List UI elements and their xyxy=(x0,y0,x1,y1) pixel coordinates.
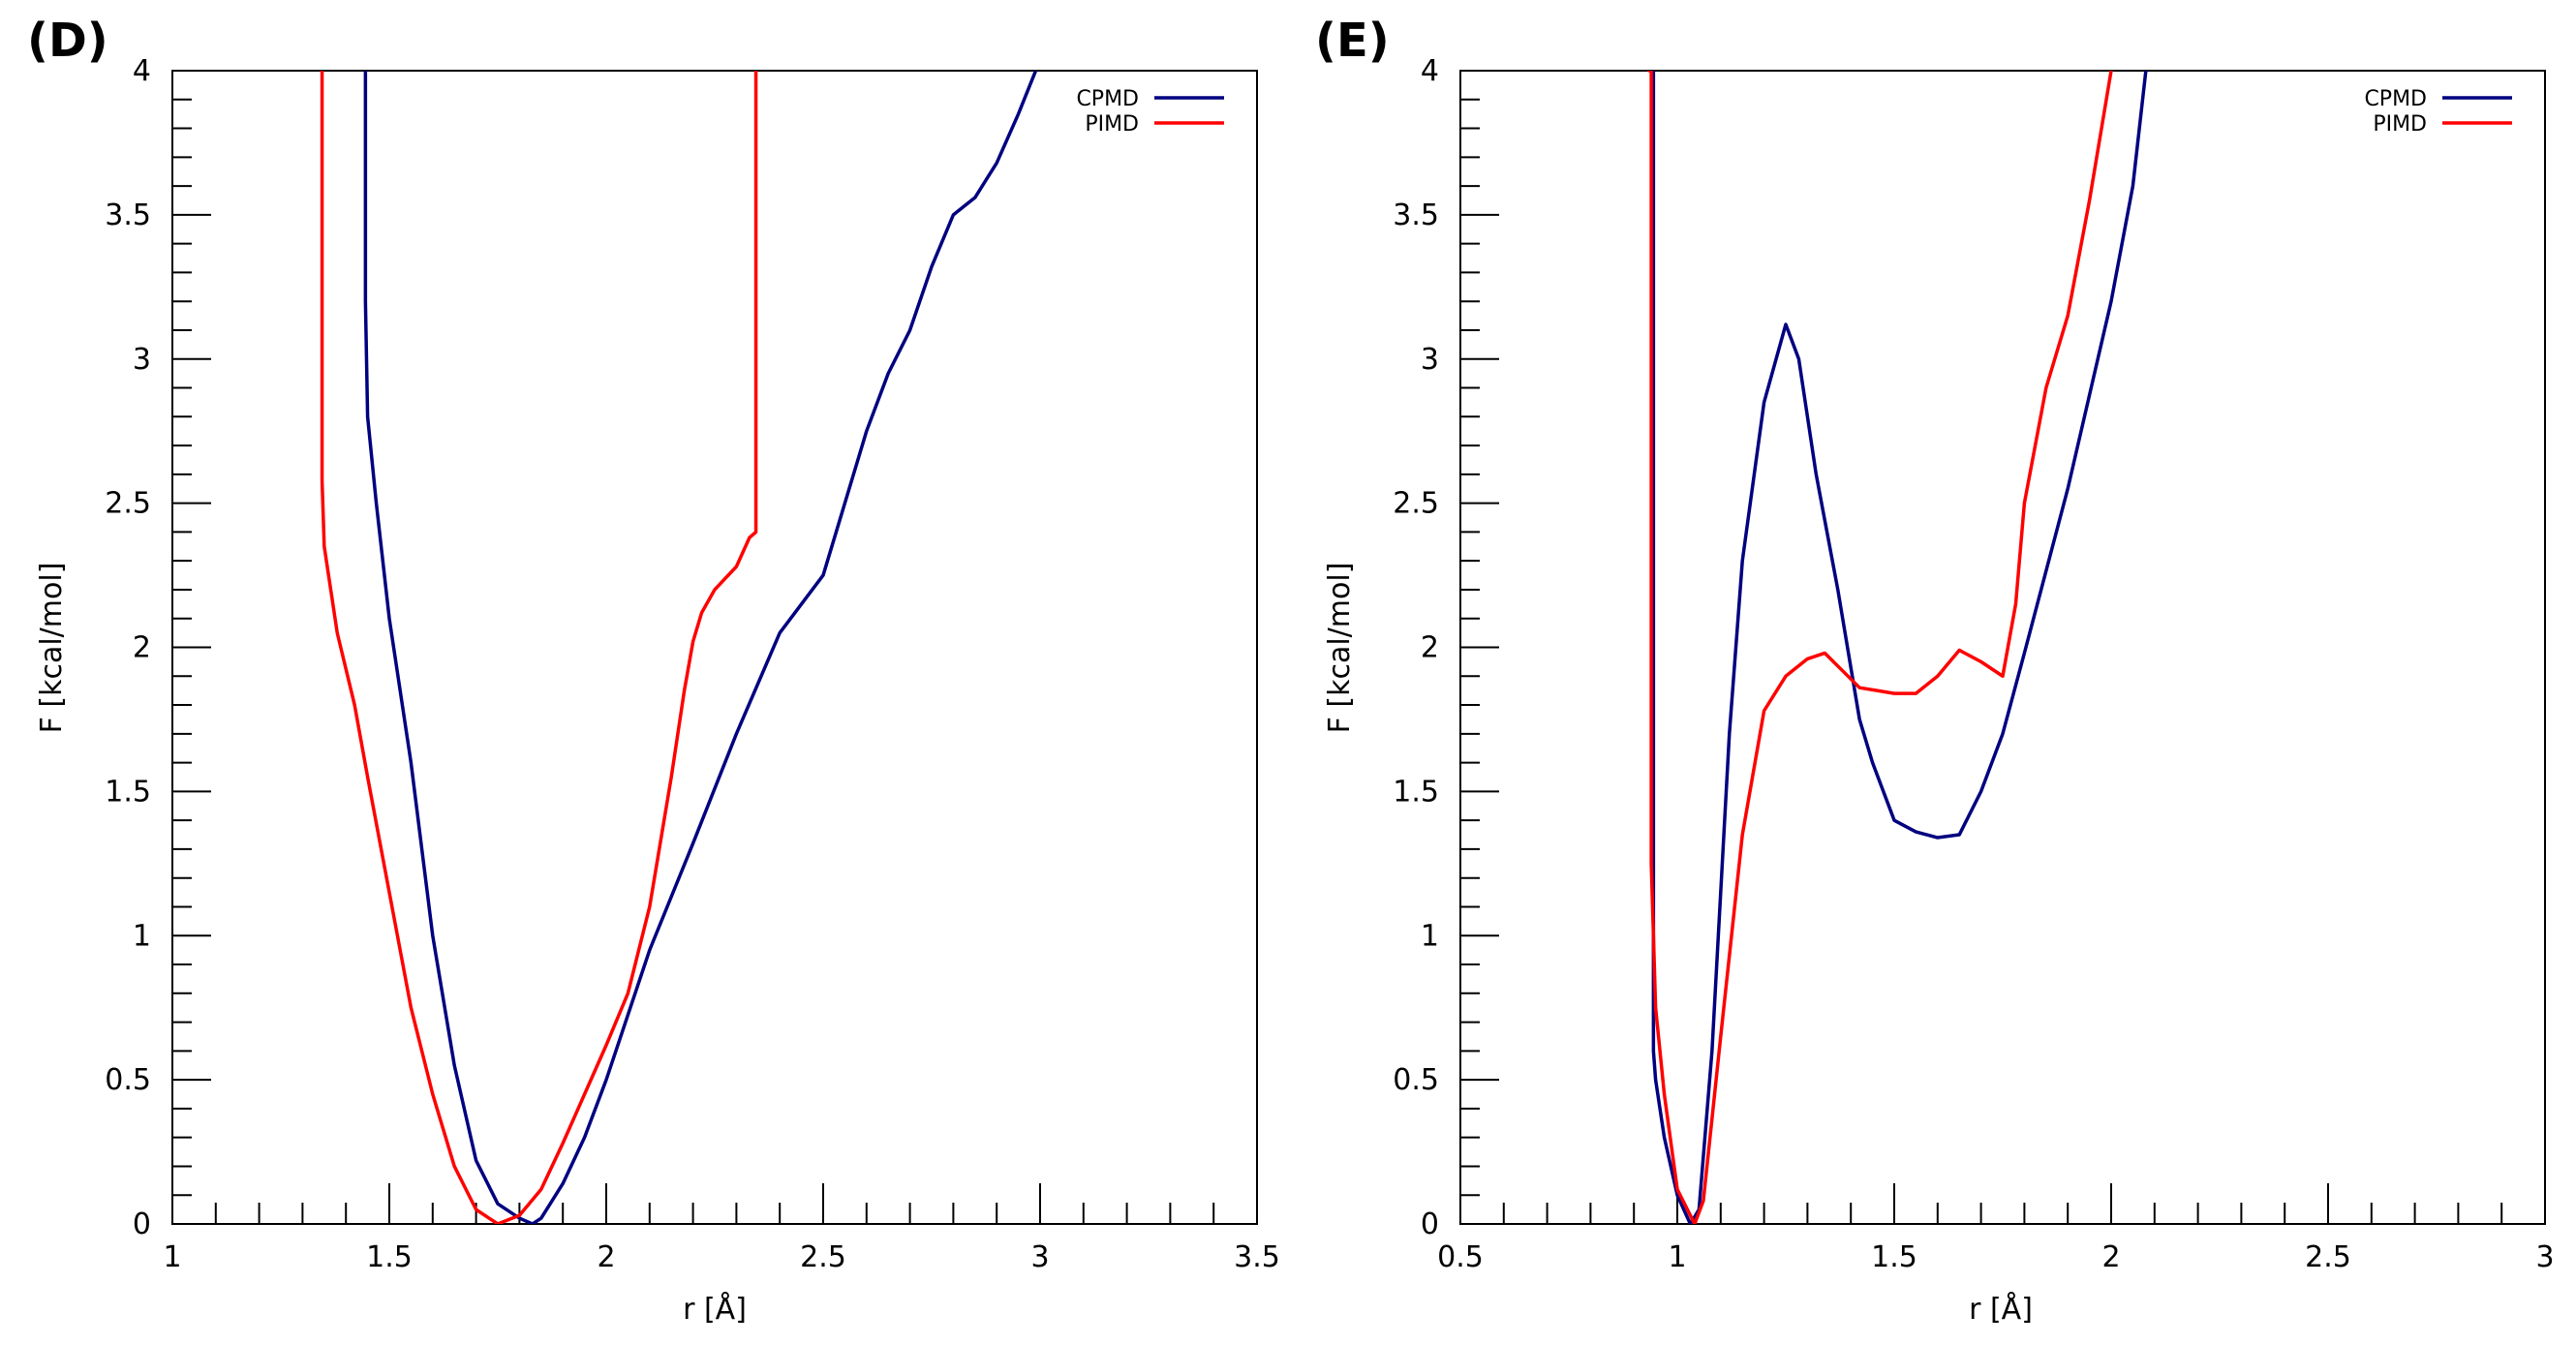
y-tick-label-e: 4 xyxy=(1421,54,1439,88)
x-tick-label-e: 3 xyxy=(2535,1240,2554,1274)
x-axis-title-e: r [Å] xyxy=(1969,1292,2033,1327)
y-tick-label-d: 2.5 xyxy=(105,487,151,521)
y-tick-label-e: 2.5 xyxy=(1393,487,1439,521)
y-tick-label-e: 1.5 xyxy=(1393,775,1439,809)
x-tick-label-e: 1 xyxy=(1668,1240,1686,1274)
plot-frame-e xyxy=(1459,70,2546,1225)
y-tick-label-d: 3.5 xyxy=(105,199,151,232)
panel-label-d: (D) xyxy=(27,14,108,68)
x-tick-label-e: 1.5 xyxy=(1871,1240,1917,1274)
x-tick-label-d: 1 xyxy=(163,1240,181,1274)
y-tick-label-e: 2 xyxy=(1421,631,1439,665)
legend-label-cpmd-d: CPMD xyxy=(1076,87,1139,111)
x-tick-label-d: 2.5 xyxy=(800,1240,846,1274)
y-axis-title-d: F [kcal/mol] xyxy=(35,563,69,734)
panel-d: (D) r [Å] F [kcal/mol] 1 1.5 2 2.5 3 3.500.51… xyxy=(27,14,1280,1327)
panel-e: (E) r [Å] F [kcal/mol] 0.5 1 1.5 2 2.5 300.51… xyxy=(1315,14,2555,1327)
series-line-pimd-d xyxy=(320,71,758,1224)
y-tick-label-e: 1 xyxy=(1421,919,1439,953)
x-tick-label-e: 2 xyxy=(2101,1240,2120,1274)
legend-label-cpmd-e: CPMD xyxy=(2364,87,2427,111)
y-tick-label-d: 4 xyxy=(133,54,151,88)
legend-label-pimd-e: PIMD xyxy=(2373,112,2427,137)
series-line-cpmd-e xyxy=(1649,71,2148,1224)
y-tick-label-d: 1.5 xyxy=(105,775,151,809)
x-tick-label-d: 1.5 xyxy=(366,1240,413,1274)
legend-label-pimd-d: PIMD xyxy=(1085,112,1139,137)
y-tick-label-d: 3 xyxy=(133,343,151,377)
y-tick-label-e: 0 xyxy=(1421,1207,1439,1241)
x-tick-label-d: 3 xyxy=(1030,1240,1049,1274)
y-tick-label-d: 1 xyxy=(133,919,151,953)
x-tick-label-d: 2 xyxy=(597,1240,615,1274)
plot-frame-d xyxy=(171,70,1258,1225)
y-axis-title-e: F [kcal/mol] xyxy=(1323,563,1357,734)
y-tick-label-d: 0.5 xyxy=(105,1063,151,1097)
y-tick-label-d: 0 xyxy=(133,1207,151,1241)
x-axis-title-d: r [Å] xyxy=(683,1292,747,1327)
y-tick-label-e: 0.5 xyxy=(1393,1063,1439,1097)
x-tick-label-e: 2.5 xyxy=(2305,1240,2351,1274)
panel-label-e: (E) xyxy=(1315,14,1390,68)
y-tick-label-e: 3.5 xyxy=(1393,199,1439,232)
series-line-pimd-e xyxy=(1647,71,2113,1224)
series-line-cpmd-d xyxy=(363,71,1038,1224)
x-tick-label-d: 3.5 xyxy=(1234,1240,1280,1274)
y-tick-label-e: 3 xyxy=(1421,343,1439,377)
x-tick-label-e: 0.5 xyxy=(1437,1240,1484,1274)
y-tick-label-d: 2 xyxy=(133,631,151,665)
